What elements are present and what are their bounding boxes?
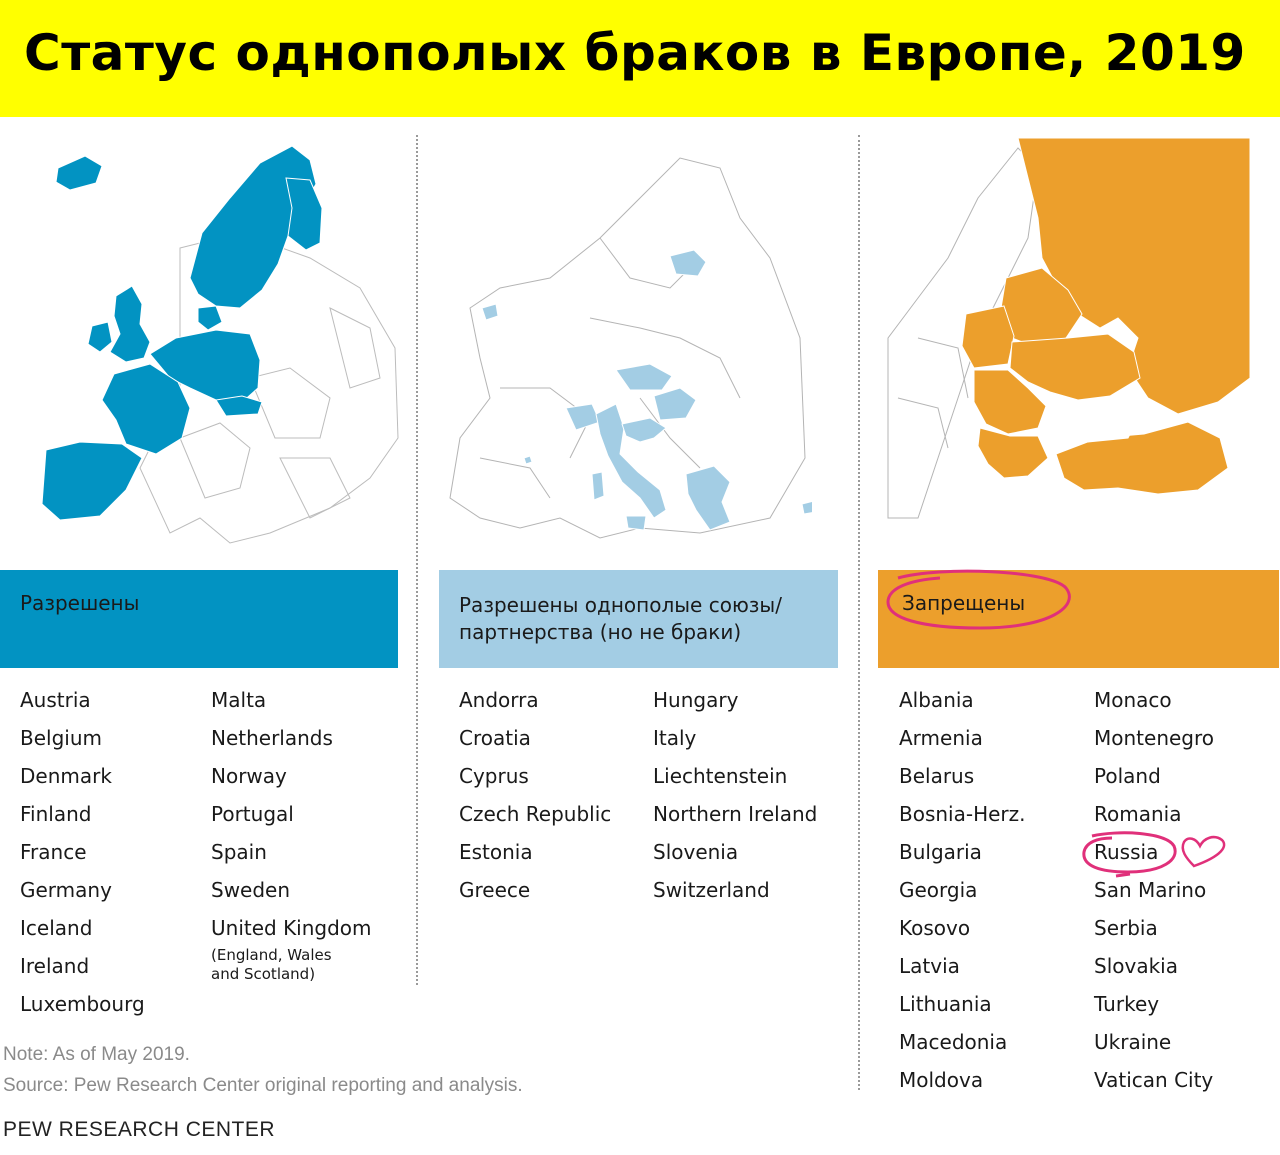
legend-unions-label-line1: Разрешены однополые союзы/ [459,593,782,617]
country-malta: Malta [211,688,267,712]
country-czech-republic: Czech Republic [459,802,612,826]
ireland-shape [87,321,113,353]
hungary-shape [653,387,697,421]
column-divider [858,135,860,1090]
country-moldova: Moldova [899,1068,984,1092]
cyprus-shape [801,500,812,515]
country-ireland: Ireland [20,954,90,978]
iberia-shape [41,441,143,521]
country-vatican-city: Vatican City [1094,1068,1214,1092]
country-united-kingdom: United Kingdom [211,916,372,940]
country-estonia: Estonia [459,840,533,864]
org-label: PEW RESEARCH CENTER [3,1118,276,1141]
legend-banned-label: Запрещены [902,591,1026,615]
country-portugal: Portugal [211,802,294,826]
country-croatia: Croatia [459,726,531,750]
country-armenia: Armenia [899,726,983,750]
country-albania: Albania [899,688,974,712]
country-ukraine: Ukraine [1094,1030,1172,1054]
country-iceland: Iceland [20,916,93,940]
footnote: Note: As of May 2019. [3,1044,190,1065]
poland-shape [961,305,1015,369]
ukraine-moldova-shape [1009,333,1141,401]
country-lithuania: Lithuania [899,992,992,1016]
country-norway: Norway [211,764,287,788]
legend-unions: Разрешены однополые союзы/ партнерства (… [439,570,838,668]
page-title: Статус однополых браков в Европе, 2019 [24,24,1246,82]
legend-banned: Запрещены [878,570,1279,668]
denmark-shape [197,305,223,331]
sicily-shape [625,515,647,531]
country-turkey: Turkey [1094,992,1160,1016]
map-banned [887,138,1250,519]
country-denmark: Denmark [20,764,112,788]
country-georgia: Georgia [899,878,978,902]
country-france: France [20,840,87,864]
country-finland: Finland [20,802,92,826]
country-monaco: Monaco [1094,688,1172,712]
country-poland: Poland [1094,764,1161,788]
benelux-germany-shape [149,329,261,405]
country-bulgaria: Bulgaria [899,840,982,864]
finland-shape [285,177,323,251]
legend-allowed: Разрешены [0,570,398,668]
northern-ireland-shape [481,303,499,321]
estonia-shape [669,249,707,277]
country-bosnia-herz: Bosnia-Herz. [899,802,1026,826]
slovakia-romania-shape [973,369,1047,435]
country-sweden: Sweden [211,878,291,902]
country-slovenia: Slovenia [653,840,739,864]
heart-doodle-icon [1181,835,1226,868]
france-shape [101,363,191,455]
country-northern-ireland: Northern Ireland [653,802,818,826]
andorra-shape [523,455,533,465]
source-note: Source: Pew Research Center original rep… [3,1075,523,1096]
austria-shape [215,395,263,417]
country-macedonia: Macedonia [899,1030,1008,1054]
country-latvia: Latvia [899,954,960,978]
country-italy: Italy [653,726,697,750]
country-slovakia: Slovakia [1094,954,1178,978]
country-austria: Austria [20,688,91,712]
black-sea [1073,399,1141,443]
russia-shape [1017,138,1250,415]
country-spain: Spain [211,840,267,864]
croatia-slovenia-shape [621,417,667,443]
map-unions [449,157,812,539]
greece-shape [685,465,731,531]
country-belarus: Belarus [899,764,975,788]
country-germany: Germany [20,878,112,902]
czech-shape [615,363,673,391]
legend-allowed-label: Разрешены [20,591,140,615]
country-greece: Greece [459,878,531,902]
title-banner: Статус однополых браков в Европе, 2019 [0,0,1280,117]
balkans-shape [977,427,1049,479]
country-liechtenstein: Liechtenstein [653,764,788,788]
country-serbia: Serbia [1094,916,1158,940]
uk-shape [109,285,151,363]
country-russia: Russia [1094,840,1159,864]
legend-unions-label-line2: партнерства (но не браки) [459,620,742,644]
map-allowed [41,145,399,544]
country-switzerland: Switzerland [653,878,770,902]
country-cyprus: Cyprus [459,764,529,788]
country-kosovo: Kosovo [899,916,971,940]
country-san-marino: San Marino [1094,878,1207,902]
country-luxembourg: Luxembourg [20,992,145,1016]
country-montenegro: Montenegro [1094,726,1215,750]
country-belgium: Belgium [20,726,102,750]
iceland-shape [55,155,103,191]
sardinia-shape [591,471,605,501]
country-andorra: Andorra [459,688,539,712]
country-netherlands: Netherlands [211,726,333,750]
country-romania: Romania [1094,802,1182,826]
country-hungary: Hungary [653,688,739,712]
column-divider [416,135,418,985]
uk-note: (England, Wales and Scotland) [211,946,332,983]
